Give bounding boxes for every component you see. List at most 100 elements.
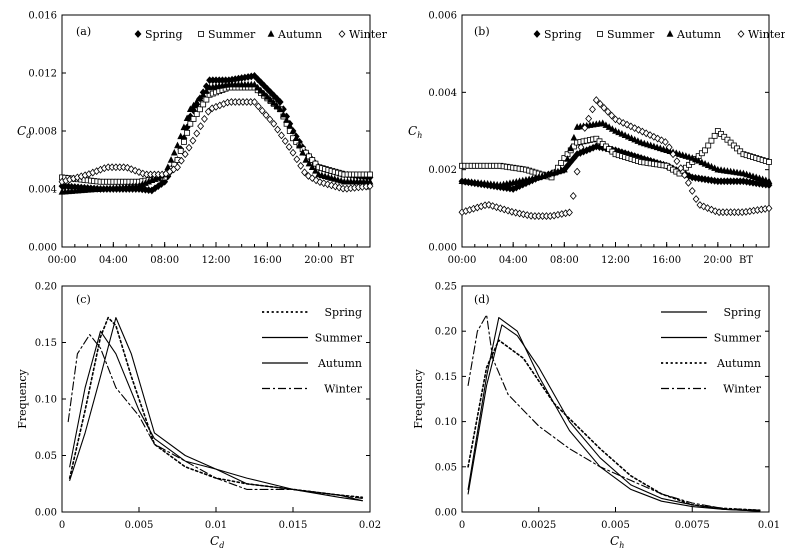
panel-c-winter-line (67, 334, 363, 499)
panel-b-autumn-point (570, 133, 578, 141)
panel-a-winter-point (308, 174, 316, 183)
panel-c-label: (c) (76, 293, 91, 306)
panel-d-xtick-label: 0.005 (601, 520, 630, 531)
panel-b-label: (b) (474, 25, 490, 38)
panel-a-winter-point (258, 106, 266, 115)
panel-c-autumn-line (69, 330, 363, 502)
panel-a-winter-point (270, 119, 278, 128)
panel-b-summer-point (766, 159, 772, 165)
panel-c-ytick-label: 0.05 (35, 451, 57, 462)
panel-d-autumn-line (467, 339, 761, 512)
panel-b-xtick-label: 16:00 (652, 255, 681, 266)
panel-a-winter-point (293, 155, 301, 164)
panel-a-legend-winter-marker (338, 30, 346, 38)
panel-b-winter-point (569, 192, 577, 200)
panel-a-autumn-point (251, 80, 258, 88)
panel-a-winter-point (201, 115, 208, 123)
panel-a-winter-point (262, 111, 270, 119)
panel-a-winter-point (189, 136, 197, 145)
panel-b-winter-point (496, 204, 504, 213)
panel-b-legend-winter-marker (737, 30, 745, 38)
panel-b-winter-point (692, 195, 700, 203)
panel-d-ylabel: Frequency (412, 368, 425, 428)
panel-c-legend-spring-label: Spring (325, 306, 362, 319)
panel-a-legend-winter-label: Winter (349, 28, 388, 41)
panel-b-summer-point (698, 150, 705, 157)
panel-b-ytick-label: 0.002 (428, 165, 457, 176)
panel-a-autumn-point (180, 123, 188, 131)
panel-b-summer-point (708, 137, 715, 144)
panel-c-xtick-label: 0.005 (125, 520, 154, 531)
panel-d-ytick-label: 0.20 (435, 327, 457, 338)
panel-a-legend-autumn-label: Autumn (277, 28, 322, 41)
panel-a-summer-point (312, 160, 319, 167)
panel-c-ytick-label: 0.00 (35, 508, 57, 519)
panel-b-xtick-label: 20:00 (703, 255, 732, 266)
panel-d-xtick-label: 0 (459, 520, 465, 531)
panel-b-ylabel: Ch (408, 124, 422, 140)
panel-a-frame (61, 14, 371, 248)
panel-b-spring-point (570, 154, 578, 162)
panel-b-autumn-point (765, 177, 773, 184)
panel-a-autumn-point (299, 148, 307, 156)
panel-a-xtick-label: 12:00 (202, 255, 231, 266)
panel-a-xtick-label: 04:00 (99, 255, 128, 266)
panel-b-ytick-label: 0.004 (428, 88, 457, 99)
panel-a-autumn-point (193, 98, 201, 105)
panel-d-legend-summer-label: Summer (714, 332, 762, 345)
panel-b-xtick-label: 12:00 (601, 255, 630, 266)
panel-a-xtick-label: 16:00 (253, 255, 282, 266)
panel-a-autumn-point (283, 116, 290, 123)
panel-b-winter-point (585, 114, 593, 123)
panel-a-winter-point (135, 168, 143, 176)
panel-b-autumn-point (567, 144, 575, 152)
panel-b-winter-point (681, 171, 689, 179)
panel-c-summer-line (69, 317, 363, 502)
panel-a-xtick-label: 08:00 (150, 255, 179, 266)
panel-a-ytick-label: 0.008 (28, 127, 57, 138)
panel-a-winter-point (181, 150, 189, 159)
panel-b-xtick-label: 04:00 (499, 255, 528, 266)
panel-a-autumn-point (186, 105, 194, 112)
panel-b-winter-point (592, 96, 600, 104)
panel-b-winter-point (684, 178, 692, 187)
panel-a-winter-point (174, 163, 181, 172)
panel-a-autumn-point (199, 90, 207, 98)
panel-a-winter-point (127, 165, 135, 174)
panel-b-ytick-label: 0.000 (428, 243, 457, 254)
panel-c-xtick-label: 0.02 (359, 520, 381, 531)
panel-b-autumn-point (599, 119, 607, 126)
panel-a-winter-point (301, 168, 308, 177)
panel-a-winter-point (320, 179, 328, 188)
panel-b-summer-point (718, 130, 724, 137)
panel-b-winter-point (627, 122, 635, 131)
panel-a-winter-point (185, 143, 193, 152)
panel-a-summer-point (187, 120, 194, 127)
panel-a-label: (a) (76, 25, 91, 38)
panel-b-winter-point (673, 157, 681, 166)
panel-a-winter-point (274, 125, 282, 134)
panel-a-summer-point (367, 171, 373, 178)
panel-a-autumn-point (296, 141, 303, 149)
panel-a-autumn-point (257, 86, 265, 94)
panel-a-winter-point (266, 115, 274, 124)
panel-b-legend-autumn-marker (666, 30, 674, 37)
panel-a-autumn-point (312, 167, 319, 174)
panel-b-spring-point (564, 161, 571, 170)
panel-d-ytick-label: 0.15 (435, 372, 457, 383)
panel-d-legend-spring-label: Spring (724, 306, 761, 319)
panel-b-summer-point (558, 159, 565, 166)
panel-b-legend-spring-label: Spring (544, 28, 581, 41)
panel-a-autumn-point (254, 83, 262, 91)
panel-a-winter-point (289, 148, 297, 157)
panel-a-winter-point (285, 143, 293, 151)
panel-b-winter-point (589, 105, 596, 114)
panel-b-legend-winter-label: Winter (748, 28, 785, 41)
panel-b-xtick-label: 08:00 (550, 255, 579, 266)
panel-c-ytick-label: 0.20 (35, 282, 57, 293)
panel-c-legend-autumn-label: Autumn (317, 357, 362, 370)
panel-a-winter-point (124, 163, 131, 172)
panel-a-winter-point (193, 129, 201, 138)
panel-a-autumn-point (202, 87, 210, 94)
panel-a-winter-point (297, 161, 305, 170)
